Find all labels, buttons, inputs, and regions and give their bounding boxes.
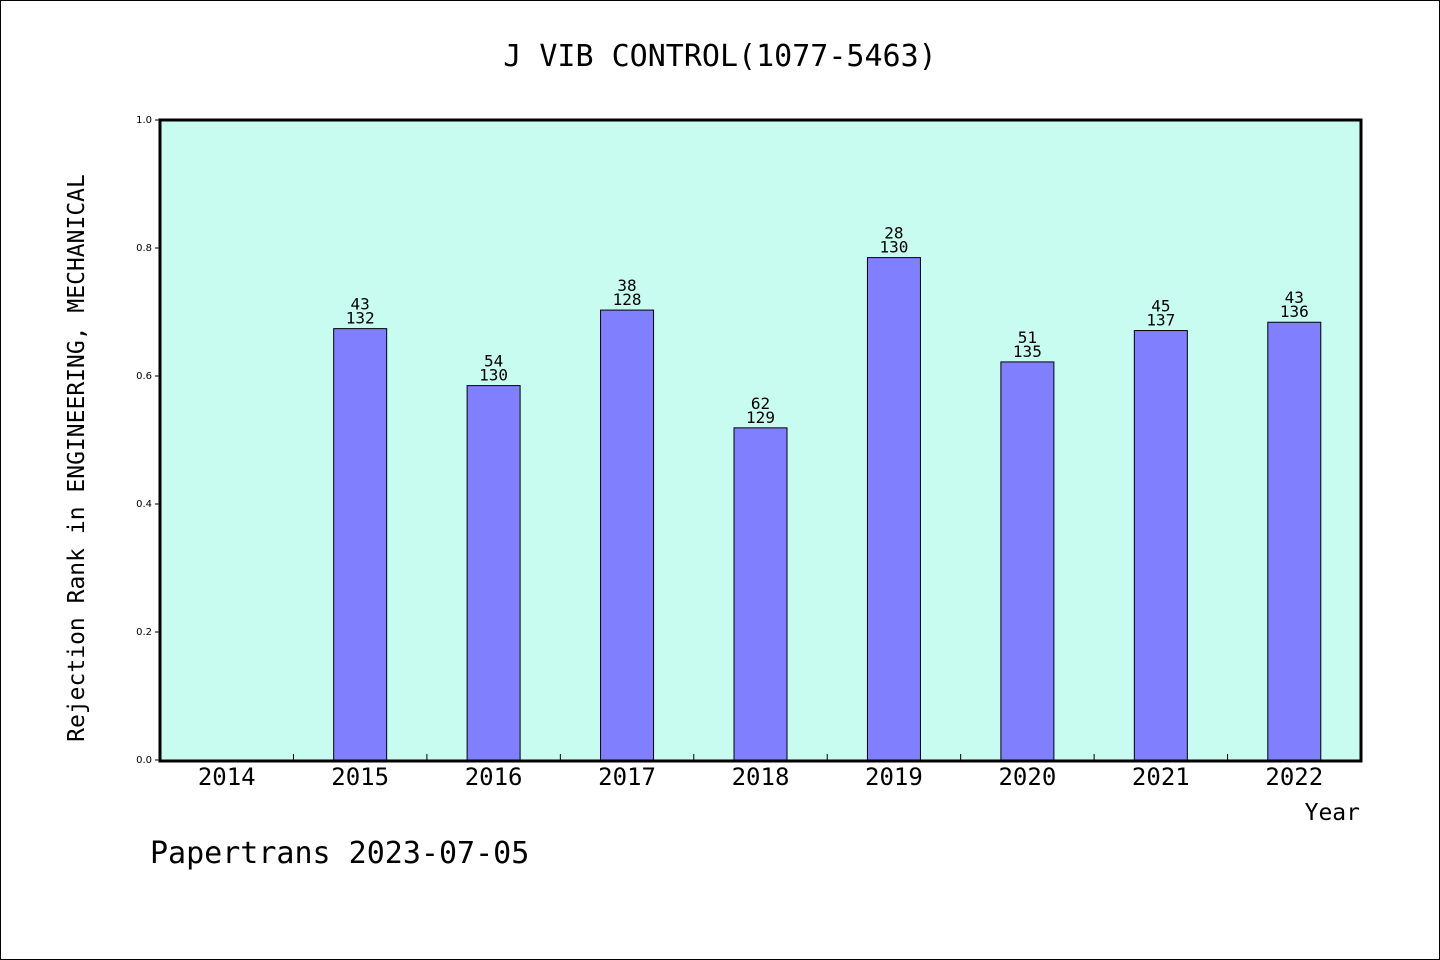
bar-label-total-2020: 135 [1013,342,1042,361]
bar-label-rank-2021: 45 [1151,297,1170,316]
bar-2016 [466,385,521,761]
bar-2020 [1000,361,1055,761]
y-tick-label-0.0: 0.0 [136,755,152,766]
x-tick-label-2014: 2014 [198,763,256,791]
bar-label-total-2019: 130 [879,238,908,257]
footer-credit: Papertrans 2023-07-05 [150,836,529,871]
bar-label-rank-2019: 28 [884,224,903,243]
bar-2021 [1133,330,1188,761]
y-tick-label-0.6: 0.6 [136,371,152,382]
y-tick-label-0.4: 0.4 [136,499,152,510]
x-axis-ticks: 2014 2015 2016 2017 2018 2019 2020 2021 2022 [198,754,1323,791]
bar-label-rank-2017: 38 [617,276,636,295]
bar-label-rank-2020: 51 [1018,328,1037,347]
x-tick-label-2022: 2022 [1265,763,1323,791]
x-tick-label-2017: 2017 [598,763,656,791]
y-tick-label-0.2: 0.2 [136,627,152,638]
bar-label-rank-2018: 62 [751,394,770,413]
x-tick-label-2019: 2019 [865,763,923,791]
y-axis-label: Rejection Rank in ENGINEERING, MECHANICA… [64,174,90,742]
bar-label-total-2018: 129 [746,408,775,427]
y-axis-ticks: 0.0 0.2 0.4 0.6 0.8 1.0 [136,115,160,766]
bar-label-total-2017: 128 [613,290,642,309]
y-tick-label-1.0: 1.0 [136,115,152,126]
bar-2022 [1267,321,1322,761]
plot-border [158,118,1363,763]
x-tick-label-2018: 2018 [732,763,790,791]
bar-label-total-2016: 130 [479,366,508,385]
x-axis-label: Year [1305,800,1360,826]
x-tick-label-2016: 2016 [465,763,523,791]
bar-label-rank-2015: 43 [351,295,370,314]
x-tick-label-2021: 2021 [1132,763,1190,791]
x-tick-label-2015: 2015 [331,763,389,791]
bar-2015 [333,328,388,761]
bar-2017 [600,309,655,761]
chart-title: J VIB CONTROL(1077-5463) [503,39,936,74]
bar-label-total-2022: 136 [1280,302,1309,321]
bars-group [333,257,1322,761]
bar-label-total-2021: 137 [1146,311,1175,330]
bar-2018 [733,427,788,761]
bar-label-rank-2022: 43 [1285,288,1304,307]
bar-label-rank-2016: 54 [484,352,503,371]
bar-2019 [866,257,921,761]
x-tick-label-2020: 2020 [998,763,1056,791]
y-tick-label-0.8: 0.8 [136,243,152,254]
bar-label-total-2015: 132 [346,309,375,328]
